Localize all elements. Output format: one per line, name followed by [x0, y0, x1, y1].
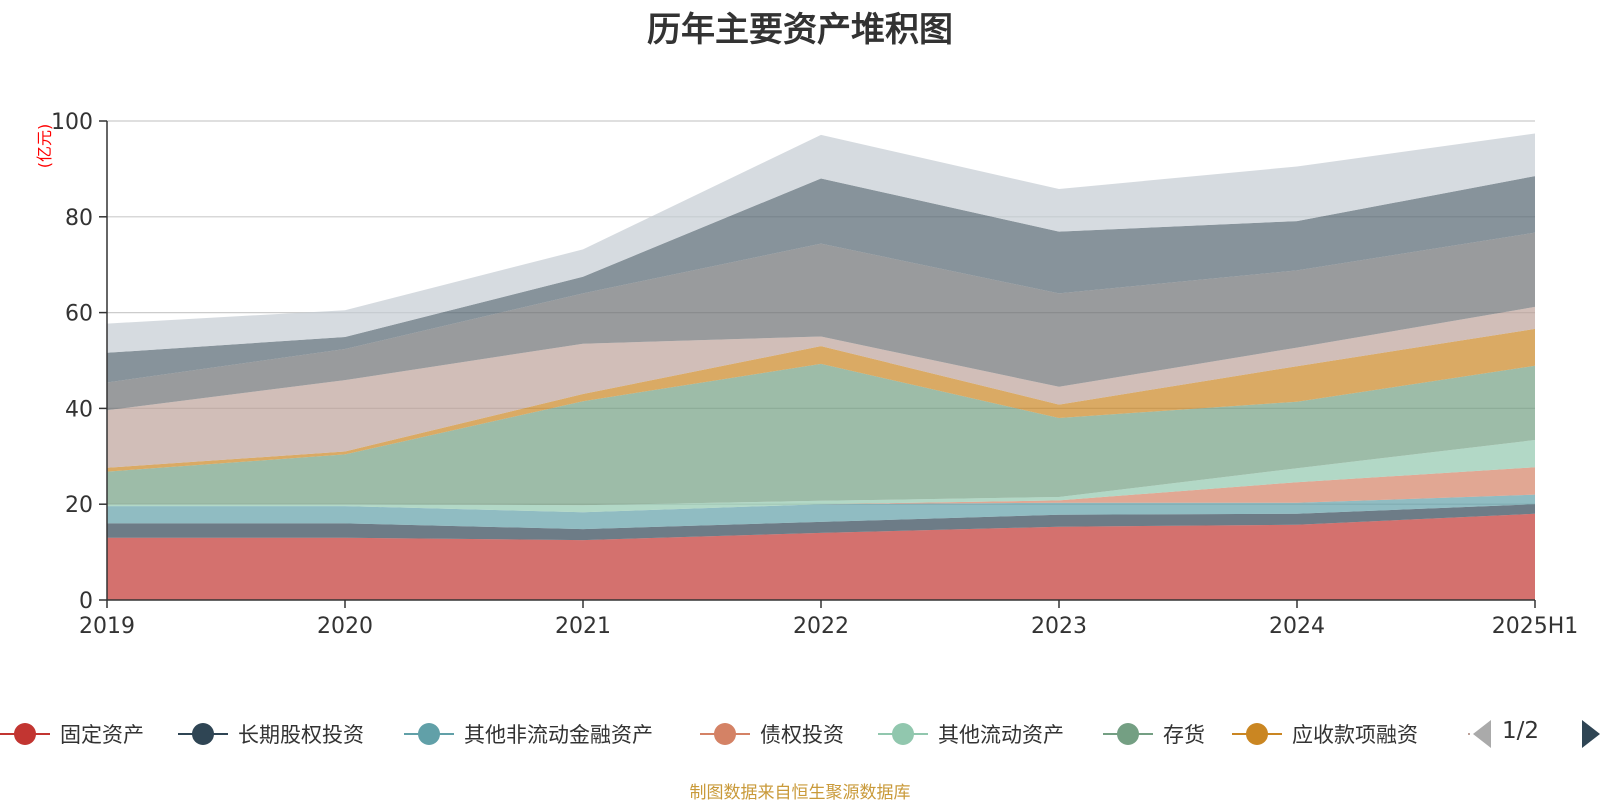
x-tick-label: 2023 — [1031, 614, 1087, 639]
legend-marker-icon — [404, 721, 454, 747]
x-tick-label: 2022 — [793, 614, 849, 639]
y-axis-unit-label: (亿元) — [35, 124, 54, 169]
legend-page-indicator: 1/2 — [1502, 718, 1540, 744]
x-tick-label: 2020 — [317, 614, 373, 639]
x-tick-label: 2025H1 — [1492, 614, 1579, 639]
legend-item[interactable]: 固定资产 — [0, 714, 144, 754]
data-source-note: 制图数据来自恒生聚源数据库 — [689, 783, 911, 803]
legend-item[interactable]: 存货 — [1103, 714, 1205, 754]
chart-title: 历年主要资产堆积图 — [647, 10, 953, 50]
legend-item[interactable]: 其他非流动金融资产 — [404, 714, 653, 754]
legend-marker-icon — [700, 721, 750, 747]
legend-prev-page-icon[interactable] — [1473, 720, 1491, 748]
legend-marker-icon — [178, 721, 228, 747]
legend-next-page-icon[interactable] — [1582, 720, 1600, 748]
x-tick-label: 2024 — [1269, 614, 1325, 639]
legend-label: 债权投资 — [760, 723, 844, 747]
y-tick-label: 40 — [65, 397, 93, 422]
area-存货[interactable] — [107, 363, 1535, 506]
legend-pager: 1/2 — [1470, 714, 1600, 754]
y-tick-label: 20 — [65, 493, 93, 518]
legend-marker-icon — [0, 721, 50, 747]
y-tick-label: 0 — [79, 589, 93, 614]
x-tick-label: 2021 — [555, 614, 611, 639]
area-其他[interactable] — [107, 133, 1535, 353]
legend-label: 其他非流动金融资产 — [464, 723, 653, 747]
x-tick-label: 2019 — [79, 614, 135, 639]
area-其他非流动金融资产[interactable] — [107, 494, 1535, 530]
legend-label: 长期股权投资 — [238, 723, 364, 747]
area-在建工程[interactable] — [107, 176, 1535, 383]
legend-label: 存货 — [1163, 723, 1205, 747]
legend-marker-icon — [878, 721, 928, 747]
area-固定资产[interactable] — [107, 513, 1535, 600]
y-tick-label: 80 — [65, 206, 93, 231]
legend-label: 其他流动资产 — [938, 723, 1064, 747]
area-货币资金[interactable] — [107, 306, 1535, 468]
legend-marker-icon — [1232, 721, 1282, 747]
area-其他流动资产[interactable] — [107, 440, 1535, 513]
area-应收款项融资[interactable] — [107, 328, 1535, 472]
legend-item[interactable]: 应收款项融资 — [1232, 714, 1418, 754]
legend-item[interactable]: 长期股权投资 — [178, 714, 364, 754]
area-长期股权投资[interactable] — [107, 504, 1535, 541]
y-tick-label: 60 — [65, 302, 93, 327]
legend-label: 固定资产 — [60, 723, 144, 747]
legend-label: 应收款项融资 — [1292, 723, 1418, 747]
chart-legend: 固定资产长期股权投资其他非流动金融资产债权投资其他流动资产存货应收款项融资货币资… — [0, 714, 1600, 754]
area-series-layer — [107, 133, 1535, 600]
legend-item[interactable]: 其他流动资产 — [878, 714, 1064, 754]
area-债权投资[interactable] — [107, 467, 1535, 513]
y-tick-label: 100 — [51, 110, 93, 135]
stacked-area-chart: 0 20 40 60 80 100 2019 2020 2021 2022 2023 2024 2025… — [35, 110, 1578, 639]
legend-marker-icon — [1103, 721, 1153, 747]
legend-item[interactable]: 债权投资 — [700, 714, 844, 754]
area-应收账款[interactable] — [107, 232, 1535, 411]
axes: 0 20 40 60 80 100 2019 2020 2021 2022 2023 2024 2025… — [51, 110, 1578, 639]
